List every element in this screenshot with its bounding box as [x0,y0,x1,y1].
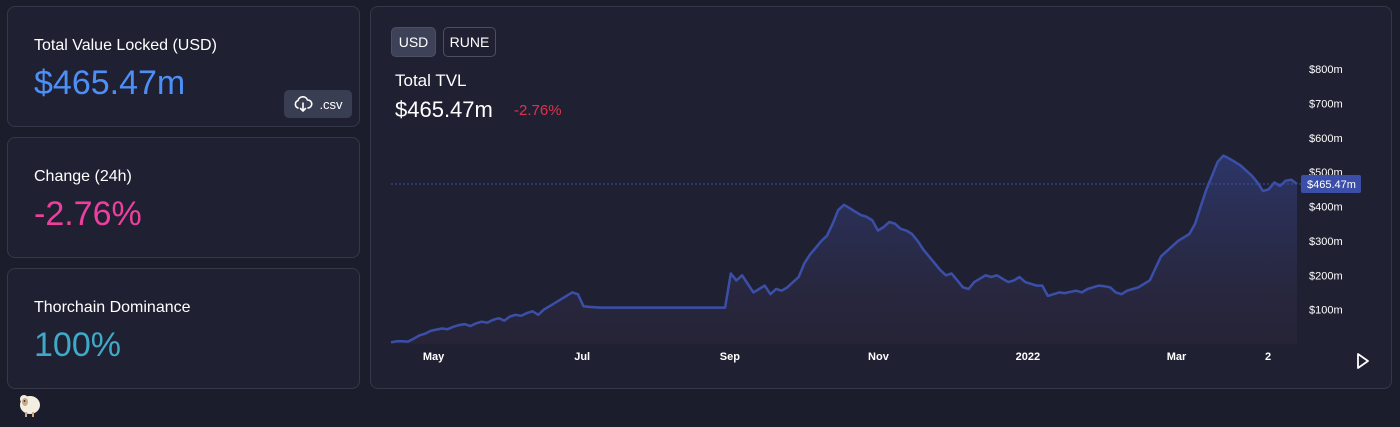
change-label: Change (24h) [34,168,132,185]
x-tick-label: Mar [1167,351,1187,363]
x-tick-label: Nov [868,351,890,363]
change-card: Change (24h) -2.76% [7,137,360,258]
y-tick-label: $600m [1309,133,1343,145]
chart-card: USD RUNE Total TVL $465.47m -2.76% $800m… [370,6,1392,389]
sheep-logo-icon [20,395,40,417]
play-icon[interactable] [1357,353,1369,369]
x-tick-label: 2022 [1016,351,1040,363]
x-tick-label: Jul [574,351,590,363]
chart-change-value: -2.76% [514,102,562,119]
y-tick-label: $100m [1309,305,1343,317]
y-tick-label: $800m [1309,64,1343,76]
dominance-card: Thorchain Dominance 100% [7,268,360,389]
chart-title: Total TVL [395,71,467,90]
current-value-label: $465.47m [1307,179,1356,191]
tvl-area-chart[interactable]: $800m$700m$600m$500m$400m$300m$200m$100m… [371,7,1391,388]
tvl-area [391,155,1297,344]
x-tick-label: May [423,351,445,363]
csv-label: .csv [319,96,343,112]
dominance-value: 100% [34,326,121,364]
y-tick-label: $200m [1309,270,1343,282]
chart-current-value: $465.47m [395,97,493,122]
x-tick-label: 2 [1265,351,1271,363]
tvl-line [390,154,1298,344]
cloud-download-icon [295,96,313,112]
tvl-value: $465.47m [34,64,186,102]
dominance-label: Thorchain Dominance [34,299,191,316]
x-tick-label: Sep [720,351,740,363]
download-csv-button[interactable]: .csv [284,90,352,118]
y-tick-label: $700m [1309,98,1343,110]
y-tick-label: $300m [1309,236,1343,248]
change-value: -2.76% [34,195,142,233]
x-axis: May Jul Sep Nov 2022 Mar 2 [423,351,1271,363]
toggle-rune-button[interactable]: RUNE [443,27,496,57]
toggle-usd-button[interactable]: USD [391,27,436,57]
tvl-label: Total Value Locked (USD) [34,37,217,54]
tvl-card: Total Value Locked (USD) $465.47m .csv [7,6,360,127]
y-tick-label: $400m [1309,202,1343,214]
current-value-badge: $465.47m [1301,174,1361,193]
